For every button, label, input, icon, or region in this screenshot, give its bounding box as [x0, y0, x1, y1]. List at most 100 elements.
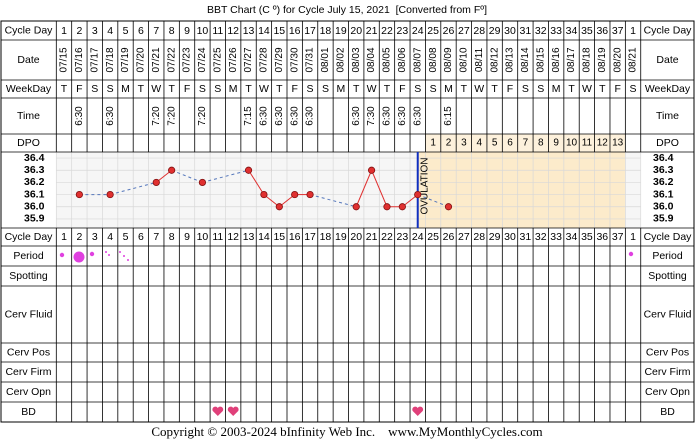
row-label: Cerv Firm	[644, 366, 690, 378]
period-dot	[127, 259, 129, 261]
date: 08/17	[566, 47, 577, 72]
date: 07/28	[259, 47, 270, 72]
weekday: T	[61, 83, 68, 95]
period-dot	[89, 251, 95, 257]
weekday: S	[307, 83, 314, 95]
cycle-day: 15	[273, 231, 285, 243]
date: 08/09	[443, 47, 454, 72]
cycle-day: 28	[473, 25, 485, 37]
row-label: Cerv Fluid	[5, 308, 53, 320]
cycle-day: 29	[489, 25, 501, 37]
weekday: S	[199, 83, 206, 95]
y-tick-label: 36.4	[653, 152, 674, 164]
date: 07/25	[212, 47, 223, 72]
time: 7:30	[366, 106, 377, 126]
cycle-day: 34	[566, 231, 578, 243]
time: 6:30	[382, 106, 393, 126]
table-frame	[0, 20, 695, 423]
weekday: T	[568, 83, 575, 95]
temp-point	[106, 190, 114, 199]
dpo: 12	[597, 138, 609, 149]
weekday: F	[76, 83, 82, 95]
temp-point	[383, 203, 391, 211]
time: 6:30	[289, 106, 300, 126]
weekday: S	[214, 83, 221, 95]
cycle-day: 17	[304, 231, 316, 243]
cycle-day: 35	[581, 25, 593, 37]
period-icons	[59, 251, 634, 263]
time: 7:20	[151, 106, 162, 126]
cycle-day: 21	[366, 25, 378, 37]
cycle-day: 13	[243, 231, 255, 243]
date: 08/20	[612, 47, 623, 72]
time: 6:30	[351, 106, 362, 126]
date: 07/24	[197, 47, 208, 72]
date: 07/23	[182, 47, 193, 72]
cycle-day: 5	[123, 25, 129, 37]
weekday: F	[399, 83, 405, 95]
y-tick-label: 35.9	[24, 213, 45, 225]
date: 07/16	[74, 47, 85, 72]
row-label: WeekDay	[645, 83, 691, 95]
temp-point	[260, 190, 268, 199]
cycle-day: 25	[427, 231, 439, 243]
dpo: 4	[476, 138, 482, 149]
cycle-day: 9	[184, 231, 190, 243]
weekday: M	[121, 83, 130, 95]
time: 7:20	[197, 106, 208, 126]
date: 08/12	[489, 47, 500, 72]
dpo: 13	[612, 138, 624, 149]
cycle-day: 29	[489, 231, 501, 243]
cycle-day: 10	[197, 231, 209, 243]
cycle-day: 8	[169, 25, 175, 37]
heart	[412, 406, 424, 416]
cycle-day: 35	[581, 231, 593, 243]
table: 36.4 36.436.3 36.336.2 36.236.1 36.136.0 36.0…	[0, 20, 695, 423]
y-tick-label: 36.1	[24, 188, 45, 200]
cycle-day: 19	[335, 25, 347, 37]
date: 08/13	[505, 47, 516, 72]
cycle-day: 23	[397, 25, 409, 37]
date: 08/08	[428, 47, 439, 72]
period-dot	[73, 251, 85, 263]
cycle-day: 7	[153, 25, 159, 37]
row-label: Date	[656, 54, 678, 66]
period-dot	[119, 251, 121, 253]
row-label: DPO	[17, 137, 40, 149]
dpo: 7	[523, 138, 529, 149]
time: 7:15	[243, 106, 254, 126]
weekday: T	[138, 83, 145, 95]
y-tick-label: 36.0	[24, 201, 45, 213]
time: 6:30	[74, 106, 85, 126]
date: 07/26	[228, 47, 239, 72]
cycle-day: 5	[123, 231, 129, 243]
date: 07/20	[136, 47, 147, 72]
cycle-day: 36	[596, 231, 608, 243]
time: 6:30	[397, 106, 408, 126]
date: 08/06	[397, 47, 408, 72]
dpo: 9	[553, 138, 559, 149]
cycle-day: 12	[227, 25, 239, 37]
temp-segment	[202, 169, 249, 183]
weekday: F	[507, 83, 513, 95]
dpo: 1	[430, 138, 436, 149]
cycle-day: 20	[350, 231, 362, 243]
cycle-day: 33	[550, 25, 562, 37]
period-dot	[108, 254, 110, 256]
time: 6:30	[412, 106, 423, 126]
row-label: Time	[656, 110, 679, 122]
row-label: DPO	[656, 137, 679, 149]
weekday: W	[151, 83, 161, 95]
cycle-day: 30	[504, 231, 516, 243]
time: 6:30	[274, 106, 285, 126]
weekday: M	[336, 83, 345, 95]
temp-point	[244, 166, 253, 174]
date: 07/19	[120, 47, 131, 72]
weekday: T	[461, 83, 468, 95]
date: 08/01	[320, 47, 331, 72]
row-label: Cycle Day	[5, 231, 54, 243]
y-tick-label: 36.3	[653, 164, 674, 176]
weekday: T	[384, 83, 391, 95]
row-label: Cerv Fluid	[644, 308, 692, 320]
